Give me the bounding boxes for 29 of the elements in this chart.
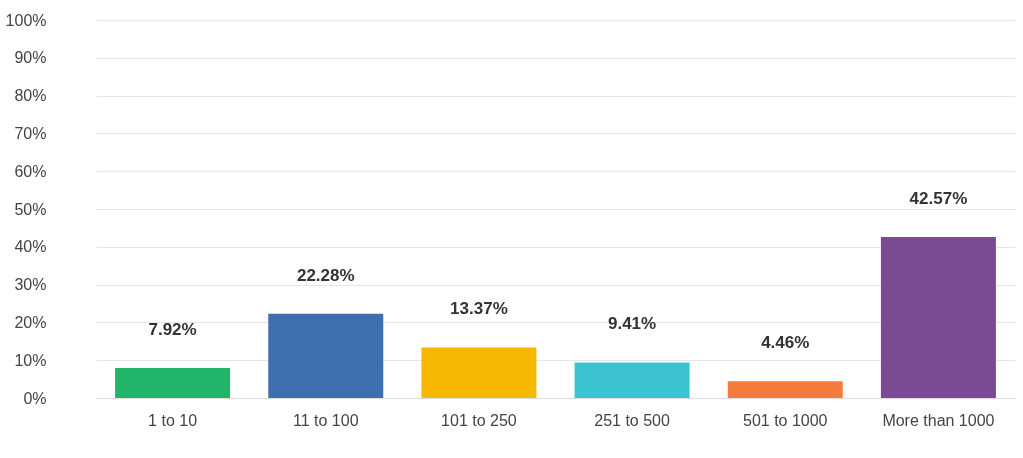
y-tick-label: 90% (14, 49, 47, 67)
bar (574, 362, 690, 398)
x-tick-label: 1 to 10 (148, 411, 198, 429)
bar (421, 347, 537, 398)
y-tick-label: 10% (14, 351, 47, 369)
bar (115, 368, 231, 398)
data-label: 22.28% (296, 265, 355, 285)
x-tick-label: 251 to 500 (594, 411, 670, 429)
y-tick-label: 100% (5, 11, 47, 29)
y-tick-label: 30% (14, 276, 47, 294)
y-tick-label: 40% (14, 238, 47, 256)
x-tick-label: More than 1000 (882, 411, 995, 429)
data-label: 4.46% (761, 333, 810, 353)
bar (880, 237, 996, 398)
x-tick-label: 501 to 1000 (742, 411, 828, 429)
data-label: 42.57% (909, 189, 968, 209)
y-tick-label: 60% (14, 162, 47, 180)
x-tick-label: 101 to 250 (441, 411, 517, 429)
data-label: 13.37% (450, 299, 508, 319)
data-label: 7.92% (148, 320, 197, 340)
data-label: 9.41% (607, 314, 657, 334)
y-tick-label: 20% (14, 313, 47, 331)
y-tick-label: 80% (14, 87, 47, 105)
bar (268, 313, 384, 398)
bar (727, 381, 843, 398)
y-tick-label: 50% (14, 200, 47, 218)
y-tick-label: 70% (14, 124, 47, 142)
x-tick-label: 11 to 100 (292, 411, 359, 429)
y-tick-label: 0% (23, 389, 47, 407)
